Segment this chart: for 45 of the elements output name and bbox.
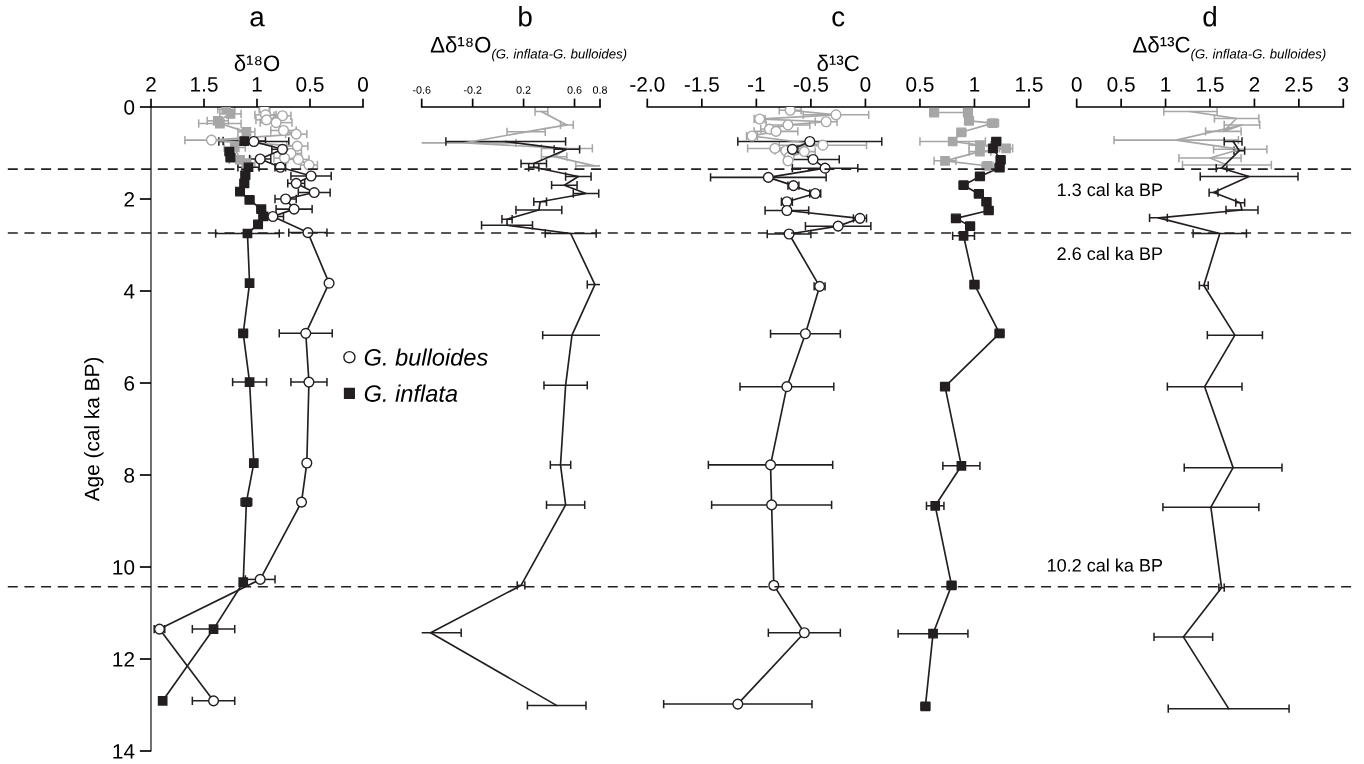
x-axis-title: δ¹³C (817, 54, 859, 72)
x-tick-label: 2 (1249, 77, 1260, 92)
y-tick-label: 2 (124, 192, 134, 207)
ref-line-label: 1.3 cal ka BP (1058, 182, 1163, 197)
x-axis-title: δ¹⁸O (234, 54, 280, 72)
y-tick-label: 4 (123, 284, 135, 299)
chart-title: b (519, 6, 532, 27)
x-tick-label: -1.5 (684, 77, 719, 92)
x-tick-label: 0 (1071, 77, 1082, 92)
x-tick-label: 0 (860, 77, 871, 92)
x-tick-label: 1 (970, 77, 980, 92)
y-tick-label: 14 (113, 744, 135, 759)
x-tick-label: -0.5 (793, 77, 828, 92)
chart-title: c (832, 11, 845, 27)
x-tick-label: -0.2 (463, 86, 482, 94)
x-tick-label: 0 (358, 77, 368, 92)
x-tick-label: 0.6 (567, 86, 582, 94)
x-tick-label: 0.5 (1107, 77, 1135, 92)
x-tick-label: 1 (1161, 77, 1171, 92)
x-tick-label: 1.5 (1197, 77, 1224, 92)
x-tick-label: 2 (146, 77, 156, 92)
x-tick-label: 1.5 (1016, 77, 1043, 92)
x-tick-label: 0.2 (516, 86, 531, 94)
x-tick-label: 2.5 (1285, 77, 1313, 92)
x-tick-label: 0.5 (296, 77, 324, 92)
x-tick-label: 1 (252, 77, 262, 92)
y-tick-label: 8 (124, 468, 135, 483)
y-tick-label: 10 (113, 560, 135, 575)
legend-label: G. inflata (364, 384, 458, 402)
x-tick-label: 0.5 (906, 77, 934, 92)
x-tick-label: -2.0 (630, 77, 665, 92)
x-tick-label: -1 (748, 77, 765, 92)
chart-title: d (1203, 6, 1216, 27)
y-tick-label: 0 (124, 100, 135, 115)
legend-label: G. bulloides (364, 348, 488, 366)
x-tick-label: 1.5 (191, 77, 218, 92)
chart-title: a (250, 11, 265, 27)
y-tick-label: 12 (113, 652, 134, 667)
x-tick-label: -0.6 (412, 86, 431, 94)
y-tick-label: 6 (124, 376, 135, 391)
ref-line-label: 2.6 cal ka BP (1057, 246, 1163, 261)
ref-line-label: 10.2 cal ka BP (1047, 558, 1163, 572)
x-tick-label: 0.8 (592, 86, 607, 94)
x-tick-label: 3 (1338, 77, 1349, 92)
y-axis-title: Age (cal ka BP) (84, 357, 104, 502)
